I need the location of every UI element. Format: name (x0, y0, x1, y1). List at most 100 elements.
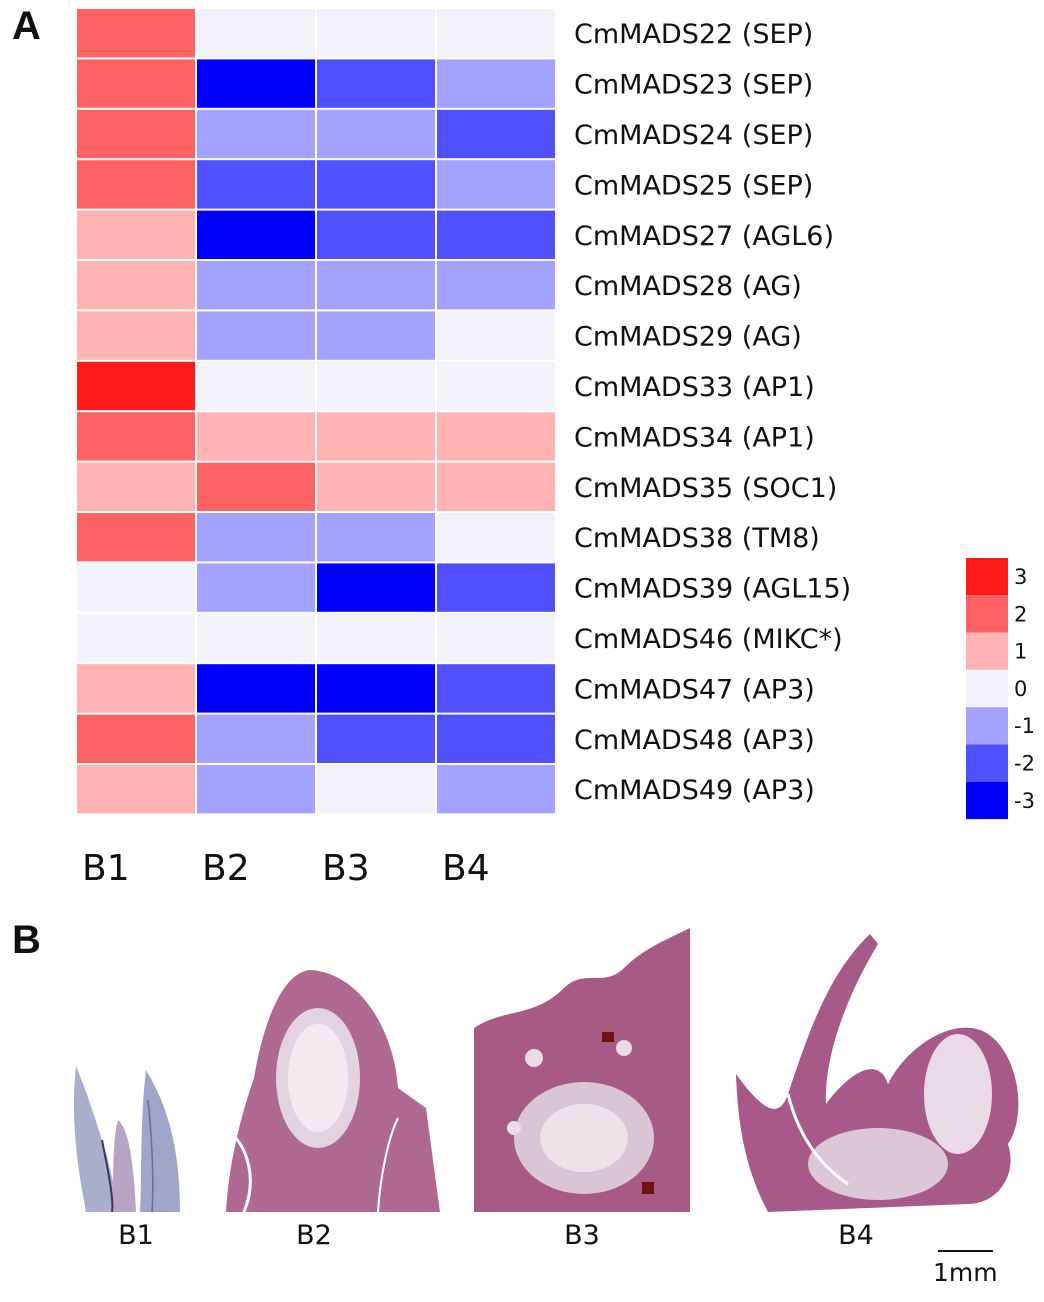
heatmap-cell (77, 462, 195, 511)
heatmap-cell (437, 412, 555, 461)
column-label: B2 (202, 848, 250, 889)
legend-swatch (966, 744, 1008, 782)
micrograph-b3 (474, 928, 690, 1212)
row-label: CmMADS39 (AGL15) (574, 574, 851, 605)
heatmap-cell (77, 361, 195, 411)
heatmap-cell (437, 361, 555, 411)
heatmap-cell (197, 59, 315, 108)
row-label: CmMADS35 (SOC1) (574, 473, 837, 504)
heatmap-cell (197, 160, 315, 209)
heatmap-cell (317, 563, 435, 612)
heatmap-cell (197, 412, 315, 461)
heatmap-cell (437, 59, 555, 108)
heatmap-cell (197, 109, 315, 159)
heatmap-cells (77, 9, 555, 814)
legend-label: -3 (1014, 789, 1035, 813)
legend-label: -2 (1014, 752, 1035, 776)
heatmap-cell (317, 59, 435, 108)
heatmap-cell (317, 714, 435, 763)
row-label: CmMADS34 (AP1) (574, 422, 815, 453)
legend-label: 3 (1014, 565, 1027, 589)
heatmap-cell (77, 613, 195, 663)
heatmap-cell (77, 160, 195, 209)
heatmap-cell (197, 462, 315, 511)
micrograph-b4 (728, 934, 1028, 1212)
heatmap-cell (437, 765, 555, 814)
row-label: CmMADS23 (SEP) (574, 70, 813, 101)
row-label: CmMADS33 (AP1) (574, 372, 815, 403)
heatmap-cell (437, 261, 555, 310)
heatmap-cell (437, 210, 555, 259)
heatmap-cell (317, 109, 435, 159)
heatmap-cell (317, 462, 435, 511)
row-label: CmMADS27 (AGL6) (574, 221, 834, 252)
heatmap-cell (197, 714, 315, 763)
heatmap-cell (197, 613, 315, 663)
row-label: CmMADS47 (AP3) (574, 674, 815, 705)
heatmap-cell (197, 765, 315, 814)
heatmap-cell (77, 261, 195, 310)
heatmap-column-labels: B1 B2 B3 B4 (82, 848, 490, 889)
heatmap-cell (437, 613, 555, 663)
row-label: CmMADS22 (SEP) (574, 19, 813, 50)
row-label: CmMADS25 (SEP) (574, 170, 813, 201)
heatmap-cell (437, 513, 555, 562)
heatmap-cell (317, 412, 435, 461)
heatmap-cell (77, 311, 195, 360)
row-label: CmMADS48 (AP3) (574, 725, 815, 756)
heatmap-cell (317, 513, 435, 562)
heatmap-cell (77, 59, 195, 108)
row-label: CmMADS24 (SEP) (574, 120, 813, 151)
heatmap-cell (317, 311, 435, 360)
heatmap-cell (437, 563, 555, 612)
row-label: CmMADS29 (AG) (574, 322, 802, 353)
micrograph-b1 (68, 1060, 198, 1212)
micrograph-label-b2: B2 (296, 1220, 332, 1251)
heatmap-cell (197, 664, 315, 713)
legend-swatch (966, 632, 1008, 670)
heatmap-cell (77, 664, 195, 713)
legend-swatch (966, 595, 1008, 633)
legend-label: 0 (1014, 677, 1027, 701)
row-label: CmMADS46 (MIKC*) (574, 624, 843, 655)
heatmap-cell (317, 664, 435, 713)
heatmap-cell (197, 311, 315, 360)
heatmap-cell (317, 261, 435, 310)
color-legend: 3 2 1 0 -1 -2 -3 (966, 558, 1035, 820)
legend-swatch (966, 669, 1008, 708)
heatmap-cell (437, 9, 555, 58)
row-label: CmMADS38 (TM8) (574, 523, 820, 554)
column-label: B1 (82, 848, 130, 889)
legend-label: 2 (1014, 602, 1027, 626)
heatmap-cell (197, 513, 315, 562)
heatmap-cell (77, 9, 195, 58)
micrograph-b2 (218, 968, 448, 1212)
heatmap-cell (437, 160, 555, 209)
heatmap-cell (437, 664, 555, 713)
panel-a-letter: A (12, 4, 41, 48)
micrograph-label-b3: B3 (564, 1220, 600, 1251)
heatmap-cell (317, 765, 435, 814)
heatmap-cell (317, 361, 435, 411)
scale-bar-label: 1mm (933, 1258, 998, 1287)
heatmap-cell (77, 714, 195, 763)
heatmap-cell (317, 9, 435, 58)
legend-label: -1 (1014, 714, 1035, 738)
heatmap-cell (317, 160, 435, 209)
heatmap-cell (197, 563, 315, 612)
heatmap-cell (317, 613, 435, 663)
row-label: CmMADS49 (AP3) (574, 775, 815, 806)
legend-swatch (966, 781, 1008, 820)
panel-b-letter: B (12, 918, 41, 962)
micrograph-label-b1: B1 (118, 1220, 154, 1251)
heatmap-cell (197, 210, 315, 259)
column-label: B3 (322, 848, 370, 889)
heatmap-cell (77, 513, 195, 562)
heatmap-cell (317, 210, 435, 259)
micrograph-label-b4: B4 (838, 1220, 874, 1251)
heatmap-row-labels: CmMADS22 (SEP) CmMADS23 (SEP) CmMADS24 (SE… (574, 19, 851, 806)
scale-bar (938, 1250, 993, 1252)
heatmap-cell (437, 311, 555, 360)
heatmap-cell (77, 210, 195, 259)
heatmap-cell (437, 714, 555, 763)
